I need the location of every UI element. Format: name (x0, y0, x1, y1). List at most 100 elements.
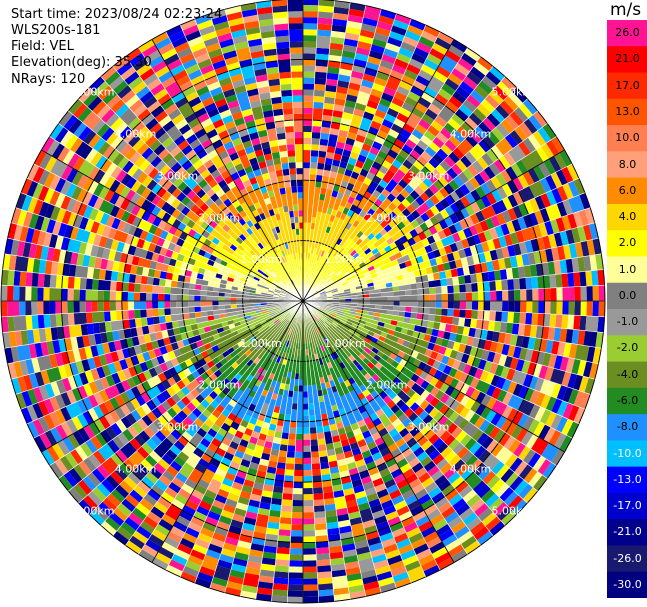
colorbar-segment (607, 256, 647, 284)
ray-separator (1, 284, 304, 302)
ray-separator (255, 2, 304, 302)
azimuth-spoke (151, 300, 304, 563)
colorbar-segment (607, 20, 647, 47)
ray-separator (165, 31, 304, 302)
range-label: 2.00km (366, 379, 408, 392)
ray-separator (302, 300, 320, 603)
azimuth-spoke (41, 149, 304, 302)
colorbar-segment (607, 98, 647, 126)
ray-separator (194, 300, 304, 584)
colorbar-segment (607, 309, 647, 336)
colorbar-segment (607, 125, 647, 152)
ray-separator (78, 300, 304, 504)
ray-separator (125, 56, 304, 302)
ray-separator (58, 300, 304, 479)
velocity-gate (8, 12, 591, 593)
ray-separator (194, 18, 304, 302)
range-label: 1.00km (240, 253, 282, 266)
ray-separator (224, 9, 304, 302)
ray-separator (11, 222, 304, 302)
ray-separator (271, 300, 304, 602)
colorbar-tick-label: -1.0 (616, 315, 639, 329)
azimuth-spoke (302, 300, 455, 563)
velocity-gate (17, 0, 605, 597)
colorbar-tick-label: 13.0 (615, 105, 640, 118)
ray-separator (2, 300, 304, 333)
range-label: 5.00km (73, 86, 115, 99)
colorbar-tick-label: -26.0 (613, 551, 642, 565)
velocity-gate (7, 6, 605, 596)
ray-separator (78, 98, 304, 302)
colorbar-segment (607, 387, 647, 415)
ray-separator (302, 300, 481, 546)
ray-separator (224, 300, 304, 593)
ray-separator (302, 136, 557, 302)
ray-separator (20, 300, 304, 410)
ray-separator (209, 13, 304, 302)
ray-separator (302, 0, 335, 302)
ray-separator (302, 300, 412, 584)
colorbar-segment (607, 72, 647, 100)
colorbar-segment (607, 466, 647, 494)
ray-separator (138, 47, 304, 302)
ray-separator (302, 300, 599, 365)
ray-separator (179, 300, 304, 578)
ray-separator (255, 300, 304, 600)
ray-separator (302, 300, 517, 515)
velocity-gate (7, 5, 604, 594)
ray-separator (302, 269, 604, 302)
colorbar-segment (607, 151, 647, 179)
ray-separator (302, 66, 494, 302)
ray-separator (302, 31, 441, 302)
range-labels: 1.00km 1.00km 1.00km 1.00km 2.00km 2.00km 2.00… (73, 86, 533, 518)
ray-separator (112, 300, 304, 536)
colorbar-segment (607, 440, 647, 468)
colorbar-tick-label: 8.0 (618, 157, 637, 171)
colorbar-tick-label: 4.0 (618, 210, 637, 223)
colorbar-segment (607, 282, 647, 310)
ray-separator (302, 163, 573, 302)
ray-separator (302, 300, 468, 555)
ray-separator (68, 300, 304, 492)
ray-separator (302, 300, 351, 600)
ray-separator (302, 300, 548, 479)
ray-separator (15, 300, 304, 395)
range-label: 1.00km (324, 337, 366, 350)
ray-separator (302, 192, 586, 302)
ray-separator (302, 0, 320, 302)
ray-separator (68, 110, 304, 302)
ray-separator (20, 192, 304, 302)
azimuth-spoke (151, 39, 304, 302)
ray-separator (302, 76, 506, 302)
ray-separator (302, 18, 412, 302)
ray-separator (302, 5, 367, 302)
ray-separator (15, 207, 304, 302)
range-label: 3.00km (408, 421, 450, 434)
range-label: 2.00km (199, 211, 241, 224)
ray-separator (286, 300, 304, 603)
ray-separator (302, 47, 468, 302)
velocity-gate (1, 5, 605, 572)
velocity-gate (27, 35, 581, 587)
colorbar-segment (607, 545, 647, 573)
ray-separator (302, 300, 506, 526)
colorbar-tick-label: -17.0 (613, 499, 642, 512)
colorbar-segment (607, 230, 647, 257)
ray-separator (100, 76, 304, 302)
ray-separator (302, 300, 427, 578)
range-label: 2.00km (199, 379, 241, 392)
colorbar-tick-label: -4.0 (616, 367, 639, 381)
ray-separator (302, 207, 591, 302)
colorbar-tick-label: 10.0 (615, 131, 640, 145)
range-label: 4.00km (115, 128, 157, 141)
colorbar-tick-label: -8.0 (616, 420, 639, 434)
range-label: 4.00km (450, 462, 492, 475)
colorbar (607, 20, 647, 598)
ray-separator (26, 177, 304, 302)
colorbar-tick-label: -6.0 (616, 394, 639, 407)
ray-separator (125, 300, 304, 546)
range-label: 5.00km (492, 86, 534, 99)
colorbar-tick-label: 6.0 (618, 183, 637, 197)
ray-separator (302, 24, 427, 302)
ray-separator (302, 2, 351, 302)
